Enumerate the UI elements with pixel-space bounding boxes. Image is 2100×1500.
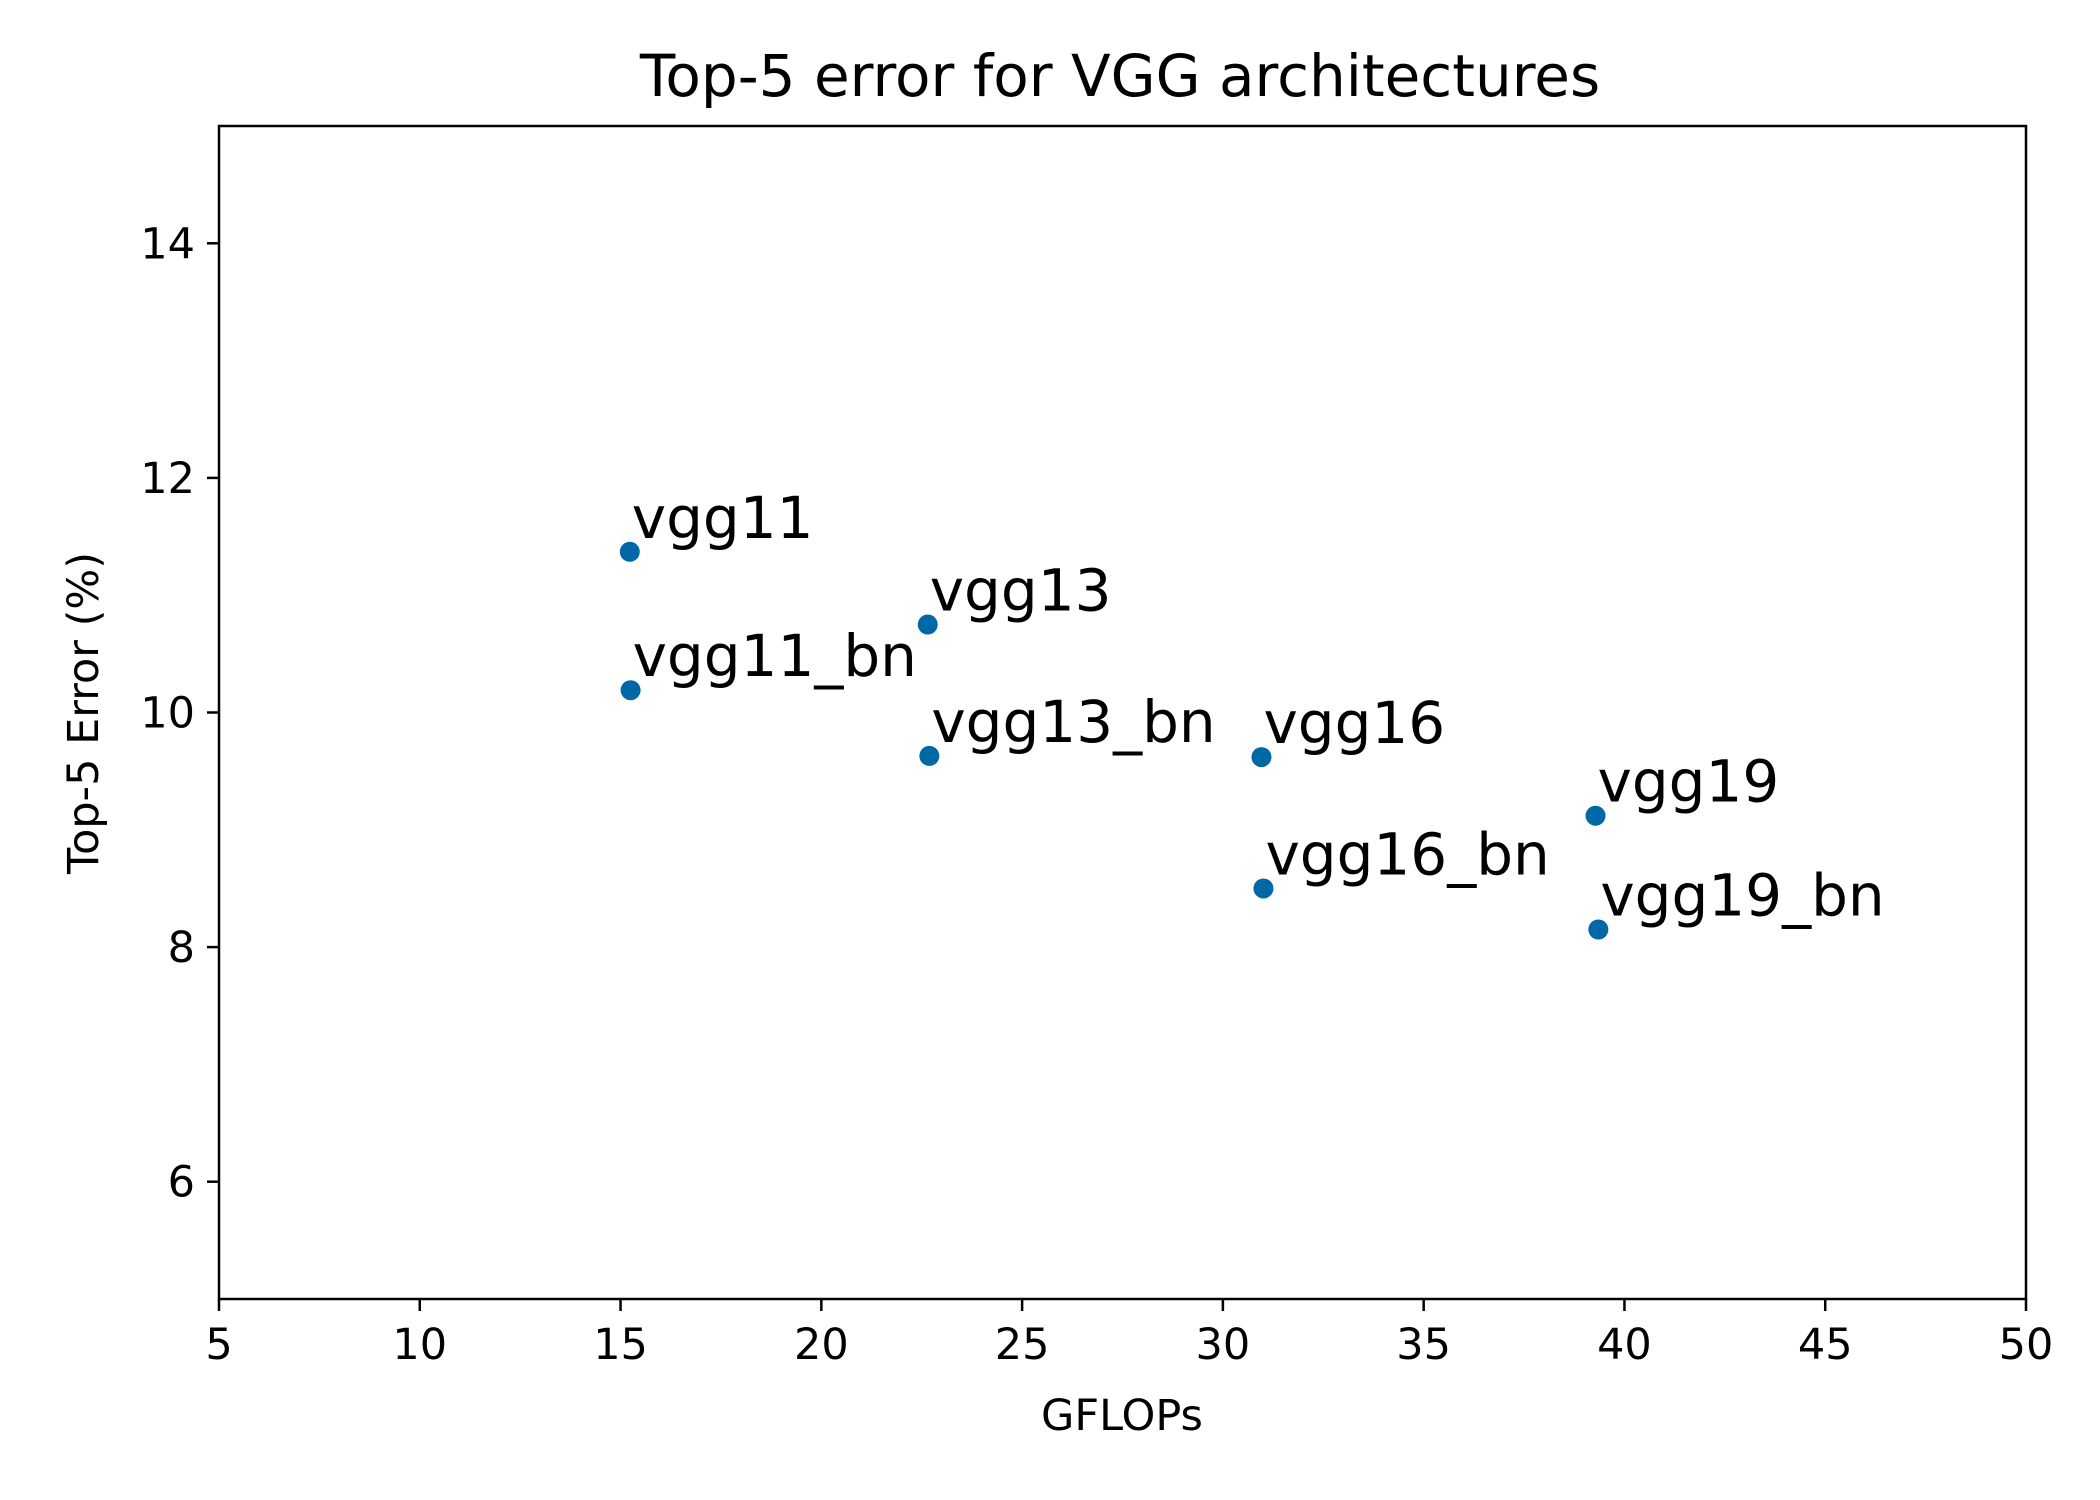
x-tick-label: 40 — [1597, 1320, 1652, 1370]
y-tick-label: 10 — [140, 689, 195, 739]
x-tick-label: 25 — [995, 1320, 1050, 1370]
y-tick-label: 12 — [140, 454, 195, 504]
x-tick-label: 45 — [1798, 1320, 1853, 1370]
point-label-vgg19: vgg19 — [1598, 748, 1780, 816]
data-point-vgg11-bn — [620, 680, 641, 701]
point-label-vgg13: vgg13 — [930, 557, 1112, 625]
x-tick-label: 15 — [593, 1320, 648, 1370]
data-point-vgg19 — [1585, 805, 1606, 826]
chart-title: Top-5 error for VGG architectures — [639, 42, 1600, 110]
x-tick-label: 30 — [1196, 1320, 1251, 1370]
point-label-vgg13-bn: vgg13_bn — [931, 688, 1215, 756]
x-axis: 5 10 15 20 25 30 35 40 45 50 — [205, 1299, 2053, 1370]
data-point-vgg11 — [619, 541, 640, 562]
x-axis-label: GFLOPs — [1041, 1391, 1203, 1441]
x-tick-label: 10 — [392, 1320, 447, 1370]
point-label-vgg11: vgg11 — [632, 484, 814, 552]
data-point-vgg19-bn — [1588, 919, 1609, 940]
x-tick-label: 5 — [205, 1320, 232, 1370]
data-point-vgg16 — [1251, 747, 1272, 768]
x-tick-label: 50 — [1999, 1320, 2054, 1370]
x-tick-label: 20 — [794, 1320, 849, 1370]
y-tick-label: 8 — [168, 923, 195, 973]
data-point-vgg13 — [917, 614, 938, 635]
data-point-vgg16-bn — [1253, 878, 1274, 899]
y-tick-label: 14 — [140, 219, 195, 269]
data-point-vgg13-bn — [919, 745, 940, 766]
y-axis-label: Top-5 Error (%) — [59, 552, 109, 875]
y-tick-label: 6 — [168, 1158, 195, 1208]
point-label-vgg11-bn: vgg11_bn — [633, 622, 917, 690]
y-axis: 6 8 10 12 14 — [140, 219, 219, 1208]
point-label-vgg16: vgg16 — [1263, 689, 1445, 757]
point-label-vgg16-bn: vgg16_bn — [1265, 820, 1549, 888]
point-label-vgg19-bn: vgg19_bn — [1600, 862, 1884, 930]
x-tick-label: 35 — [1396, 1320, 1451, 1370]
